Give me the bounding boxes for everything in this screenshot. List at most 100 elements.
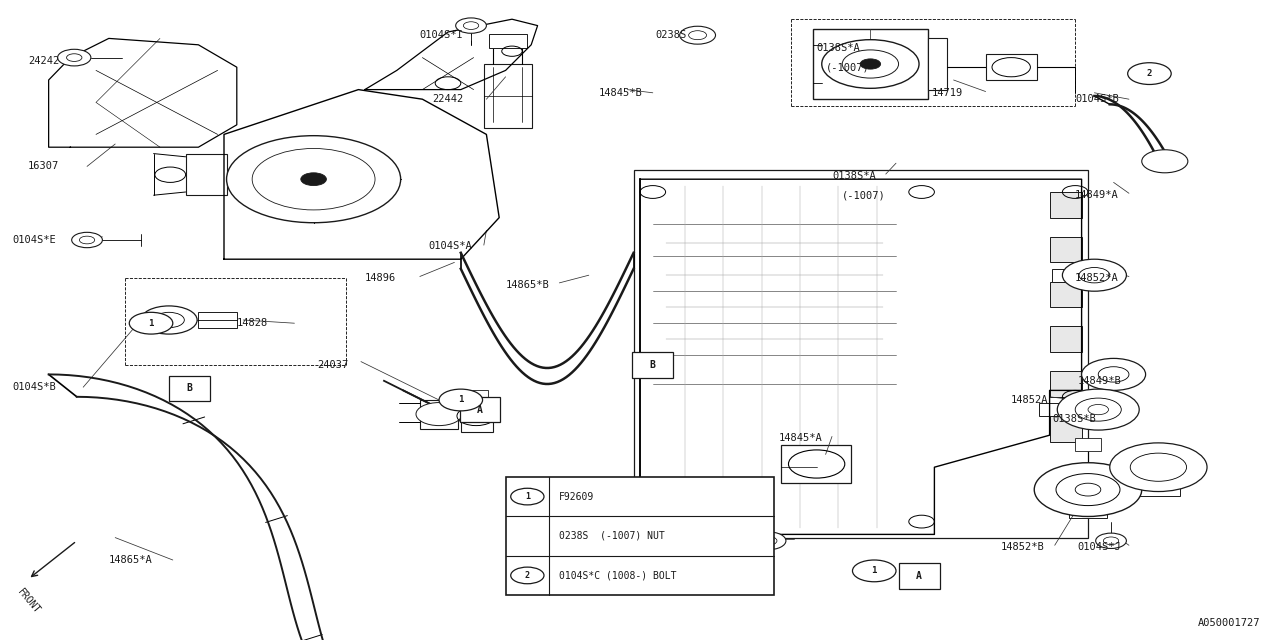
Text: 24242: 24242 (28, 56, 59, 66)
Bar (781, 445, 851, 483)
Text: 1: 1 (525, 492, 530, 501)
Text: B: B (187, 383, 192, 394)
Text: 0238S  (-1007) NUT: 0238S (-1007) NUT (559, 531, 666, 541)
Text: 0104S*E: 0104S*E (13, 235, 56, 245)
Bar (1052, 269, 1078, 282)
Text: 14719: 14719 (932, 88, 963, 98)
Bar (1075, 438, 1101, 451)
Bar (986, 54, 1037, 80)
Bar (634, 170, 1088, 538)
Polygon shape (365, 19, 538, 90)
Polygon shape (640, 179, 1082, 534)
Text: A: A (916, 571, 922, 581)
Bar (1050, 371, 1082, 397)
Bar (1050, 416, 1082, 442)
Circle shape (439, 389, 483, 411)
Circle shape (511, 488, 544, 505)
Bar (813, 29, 928, 99)
Circle shape (72, 232, 102, 248)
Bar (632, 352, 673, 378)
Circle shape (860, 59, 881, 69)
Text: 14849*A: 14849*A (1075, 190, 1119, 200)
Circle shape (680, 26, 716, 44)
Text: 0104S*I: 0104S*I (420, 30, 463, 40)
Circle shape (1057, 389, 1139, 430)
Bar (420, 400, 458, 429)
Text: 14828: 14828 (237, 318, 268, 328)
Text: 16307: 16307 (28, 161, 59, 172)
Bar (506, 477, 774, 595)
Text: 14849*B: 14849*B (1078, 376, 1121, 386)
Bar (1039, 403, 1060, 416)
Bar (1050, 282, 1082, 307)
Circle shape (1128, 63, 1171, 84)
Bar (1137, 482, 1180, 496)
Text: 1: 1 (872, 566, 877, 575)
Polygon shape (224, 90, 499, 259)
Bar (1050, 326, 1082, 352)
Circle shape (129, 312, 173, 334)
Circle shape (1096, 533, 1126, 548)
Text: 14865*B: 14865*B (506, 280, 549, 290)
Text: 0238S: 0238S (740, 536, 771, 546)
Text: 2: 2 (525, 571, 530, 580)
Text: 14852*A: 14852*A (1075, 273, 1119, 284)
Circle shape (842, 50, 899, 78)
Text: 14852A: 14852A (1011, 395, 1048, 405)
Bar (484, 64, 532, 128)
Text: 22442: 22442 (433, 94, 463, 104)
Bar (1050, 237, 1082, 262)
Circle shape (822, 40, 919, 88)
Bar (465, 390, 488, 403)
Text: 14896: 14896 (365, 273, 396, 284)
Circle shape (750, 532, 786, 550)
Circle shape (1142, 150, 1188, 173)
Text: FRONT: FRONT (15, 587, 42, 616)
Circle shape (1034, 463, 1142, 516)
Circle shape (416, 403, 462, 426)
Text: 14852*B: 14852*B (1001, 542, 1044, 552)
Bar (1069, 504, 1107, 518)
Text: B: B (650, 360, 655, 370)
Text: 2: 2 (1147, 69, 1152, 78)
Circle shape (1082, 358, 1146, 390)
Text: 0104S*J: 0104S*J (1078, 542, 1121, 552)
Bar (928, 38, 947, 90)
Circle shape (511, 567, 544, 584)
Bar (461, 403, 493, 432)
Text: 0104S*A: 0104S*A (429, 241, 472, 252)
Circle shape (141, 306, 197, 334)
Text: A: A (477, 404, 483, 415)
Text: 0104S*B: 0104S*B (1075, 94, 1119, 104)
Polygon shape (49, 38, 237, 147)
Text: A050001727: A050001727 (1198, 618, 1261, 628)
Text: 0138S*A: 0138S*A (817, 43, 860, 53)
Circle shape (1088, 404, 1108, 415)
Text: 14845*B: 14845*B (599, 88, 643, 98)
Circle shape (456, 18, 486, 33)
Bar (186, 154, 227, 195)
Text: 14845*A: 14845*A (778, 433, 822, 444)
Text: 0138S*B: 0138S*B (1052, 414, 1096, 424)
Bar (899, 563, 940, 589)
Text: 0104S*B: 0104S*B (13, 382, 56, 392)
Circle shape (852, 560, 896, 582)
Bar (489, 34, 527, 48)
Text: (-1007): (-1007) (842, 190, 886, 200)
Circle shape (1110, 443, 1207, 492)
Text: 14865*A: 14865*A (109, 555, 152, 565)
Bar (169, 376, 210, 401)
Circle shape (58, 49, 91, 66)
Text: F92609: F92609 (559, 492, 595, 502)
Text: 0138S*A: 0138S*A (832, 171, 876, 181)
Text: 24037: 24037 (317, 360, 348, 370)
Bar (198, 312, 237, 328)
Circle shape (1062, 259, 1126, 291)
Text: 0104S*C (1008-) BOLT: 0104S*C (1008-) BOLT (559, 570, 677, 580)
Text: 1: 1 (148, 319, 154, 328)
Circle shape (227, 136, 401, 223)
Bar (141, 315, 169, 325)
Circle shape (301, 173, 326, 186)
Bar (1050, 192, 1082, 218)
Text: 0238S: 0238S (655, 30, 686, 40)
